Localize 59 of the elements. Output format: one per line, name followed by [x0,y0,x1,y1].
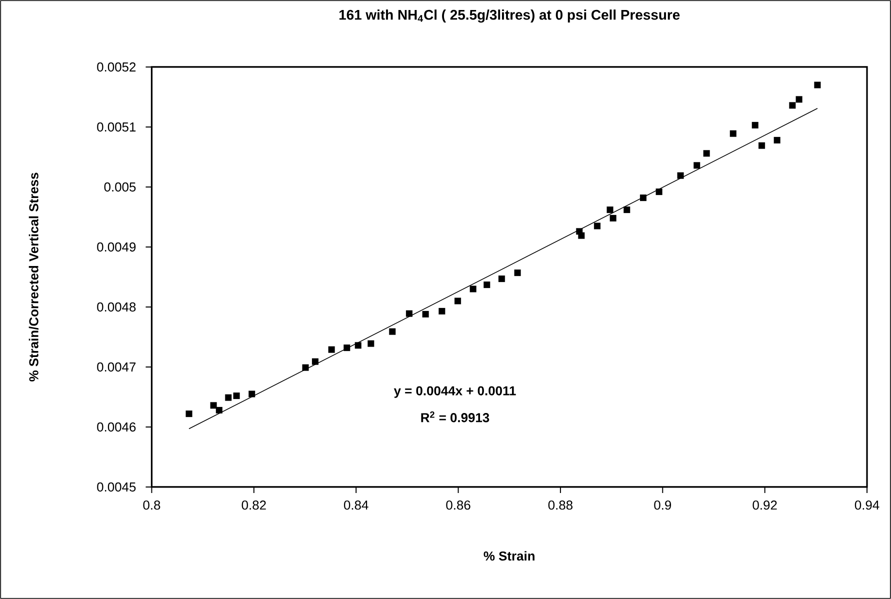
x-tick-label: 0.94 [854,500,880,510]
y-tick-label: 0.0048 [97,302,136,312]
point [344,344,350,352]
x-tick-label: 0.86 [446,500,470,510]
y-tick-label: 0.005 [104,182,136,192]
x-tick-label: 0.9 [654,500,672,510]
y-tick-label: 0.0052 [97,62,136,72]
point [248,390,256,398]
chart-title: 161 with NH$_{4}$Cl ( 25.5g/3litres) at 0 psi Cell Pressure [339,10,680,23]
x-tick-label: 0.8 [143,500,160,510]
point [677,172,684,179]
point [656,188,662,196]
y-tick-label: 0.0049 [97,242,136,252]
y-tick-label: 0.0045 [97,482,136,492]
x-tick-label: 0.82 [242,500,266,510]
y-tick-label: 0.0051 [97,122,136,132]
point [389,328,396,335]
point [454,298,462,304]
y-axis-title: % Strain/Corrected Vertical Stress [28,172,39,382]
x-tick-label: 0.88 [548,500,572,510]
annotation: y = 0.0044x + 0.0011 [394,386,516,398]
point [210,402,217,409]
point [606,206,614,214]
point [694,162,700,169]
point [594,222,600,230]
point [328,346,335,353]
point [578,232,585,239]
point [796,96,802,103]
x-tick-label: 0.92 [752,500,777,510]
point [789,102,796,109]
point [640,194,646,202]
point [354,342,362,349]
point [498,276,505,282]
point [406,310,412,317]
point [368,340,374,347]
point [438,308,446,314]
point [703,150,710,157]
point [484,282,490,288]
y-tick-label: 0.0047 [97,362,136,372]
point [225,394,232,401]
point [470,286,476,292]
point [216,406,222,414]
point [422,310,429,318]
point [814,82,821,88]
y-tick-label: 0.0046 [97,422,136,432]
annotation: R$^{2}$ = 0.9913 [421,411,490,422]
point [610,214,616,222]
x-tick-label: 0.84 [344,500,368,510]
point [233,392,240,400]
point [186,410,192,418]
point [758,142,766,149]
point [312,358,318,365]
point [730,130,736,137]
point [624,206,630,214]
point [302,364,309,371]
point [514,270,521,276]
x-axis-title: % Strain [484,551,534,561]
point [774,136,780,144]
point [752,122,758,128]
